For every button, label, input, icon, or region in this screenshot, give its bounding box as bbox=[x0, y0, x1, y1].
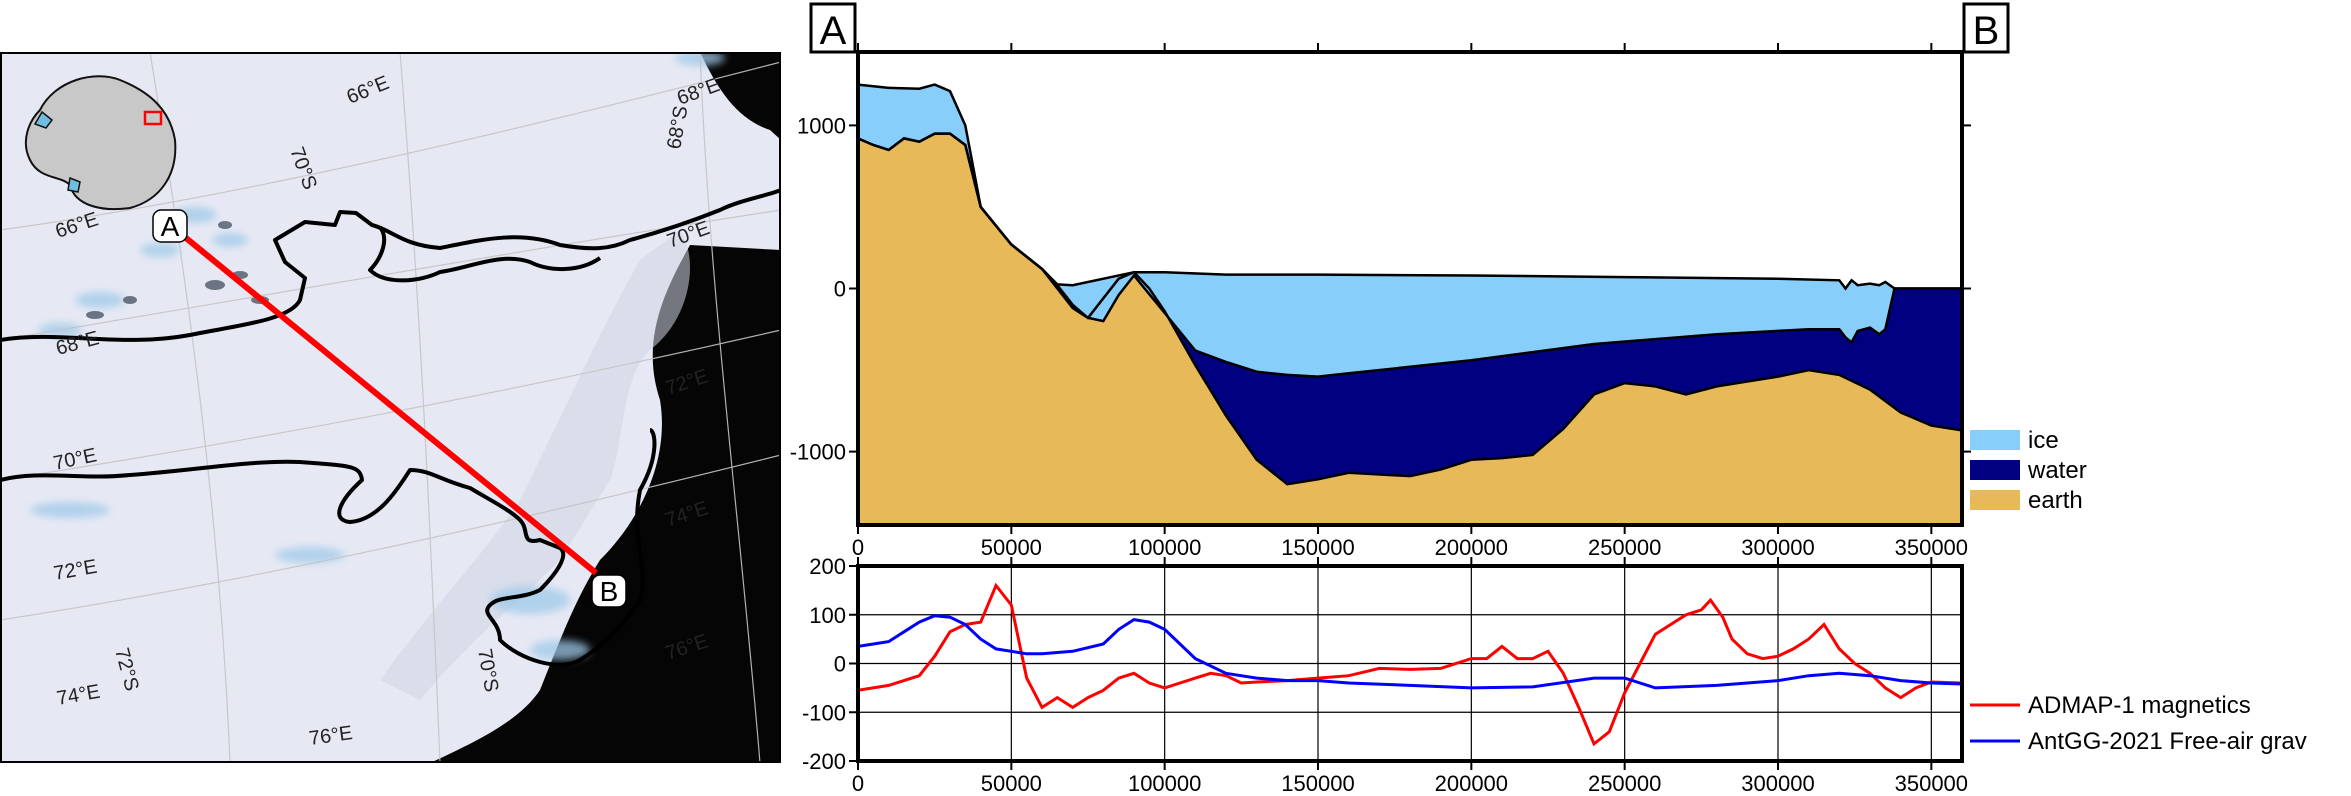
y-tick-label: 200 bbox=[809, 554, 846, 579]
profile-line bbox=[184, 235, 598, 576]
end-label-a: A bbox=[820, 9, 847, 53]
top-axis-ticks bbox=[857, 43, 1933, 52]
x-tick-label: 200000 bbox=[1435, 771, 1508, 796]
x-tick-label: 250000 bbox=[1588, 771, 1661, 796]
profile-x-axis: 0 50000 100000 150000 200000 250000 300000 3500… bbox=[852, 525, 1968, 560]
inset-ice-shelf bbox=[33, 110, 81, 193]
x-tick-label: 0 bbox=[852, 771, 864, 796]
end-label-a-box bbox=[809, 2, 857, 54]
x-tick-label: 50000 bbox=[981, 535, 1042, 560]
point-a-box bbox=[152, 209, 188, 243]
series-line-admap-magnetics bbox=[858, 582, 1962, 747]
shelf-ice-tone bbox=[380, 230, 690, 700]
ice-area bbox=[858, 84, 1962, 377]
location-map: 66°E 70°S 66°E 68°S 68°E 70°E 68°E 72°E … bbox=[0, 52, 781, 763]
ocean bbox=[430, 52, 781, 763]
y-tick-label: 100 bbox=[809, 603, 846, 628]
profile-legend: ice water earth bbox=[1970, 427, 2087, 514]
earth-area bbox=[858, 133, 1962, 525]
x-tick-label: 0 bbox=[852, 535, 864, 560]
point-b-box bbox=[591, 574, 627, 608]
y-tick-label: -1000 bbox=[790, 440, 846, 465]
geophysics-panel: 0 50000 100000 150000 200000 250000 300000 3500… bbox=[802, 554, 2307, 796]
point-b-label: B bbox=[600, 576, 619, 607]
geophysics-x-axis: 0 50000 100000 150000 200000 250000 300000 3500… bbox=[852, 557, 1968, 796]
y-tick-label: 1000 bbox=[797, 113, 846, 138]
series-line-antgg-free-air-grav bbox=[858, 614, 1962, 690]
grounding-line-inlet bbox=[368, 225, 602, 283]
bed-line bbox=[858, 132, 1962, 486]
legend-swatch-ice bbox=[1970, 430, 2020, 450]
x-tick-label: 100000 bbox=[1128, 535, 1201, 560]
x-tick-label: 50000 bbox=[981, 771, 1042, 796]
end-label-b-box bbox=[1962, 2, 2010, 54]
legend-label-water: water bbox=[2027, 457, 2087, 484]
grounding-line bbox=[0, 188, 781, 342]
y-tick-label: -200 bbox=[802, 749, 846, 774]
legend-label-earth: earth bbox=[2028, 487, 2083, 514]
x-tick-label: 200000 bbox=[1435, 535, 1508, 560]
legend-label-1: AntGG-2021 Free-air grav bbox=[2028, 728, 2307, 755]
water-area bbox=[858, 133, 1962, 485]
y-tick-label: 0 bbox=[834, 652, 846, 677]
x-tick-label: 350000 bbox=[1895, 771, 1968, 796]
map-frame bbox=[0, 52, 781, 763]
x-tick-label: 100000 bbox=[1128, 771, 1201, 796]
cross-section-panel: A B 0 50000 100000 150000 200000 250000 300000… bbox=[790, 2, 2087, 560]
profile-y-axis: 1000 0 -1000 bbox=[790, 113, 1971, 465]
legend-swatch-earth bbox=[1970, 490, 2020, 510]
inset-location-box bbox=[143, 110, 163, 126]
legend-label-0: ADMAP-1 magnetics bbox=[2028, 692, 2251, 719]
legend-swatch-water bbox=[1970, 460, 2020, 480]
y-tick-label: -100 bbox=[802, 700, 846, 725]
legend-label-ice: ice bbox=[2028, 427, 2059, 454]
y-tick-label: 0 bbox=[834, 277, 846, 302]
x-tick-label: 350000 bbox=[1895, 535, 1968, 560]
inset-continent bbox=[24, 75, 177, 211]
geophysics-legend: ADMAP-1 magnetics AntGG-2021 Free-air gra… bbox=[1970, 692, 2307, 755]
x-tick-label: 300000 bbox=[1741, 771, 1814, 796]
end-label-b: B bbox=[1973, 9, 2000, 53]
surface-line bbox=[858, 83, 1962, 291]
grounding-line bbox=[0, 428, 657, 667]
x-tick-label: 300000 bbox=[1741, 535, 1814, 560]
x-tick-label: 250000 bbox=[1588, 535, 1661, 560]
point-a-label: A bbox=[161, 211, 180, 242]
geophysics-y-axis: 200 100 0 -100 -200 bbox=[802, 554, 858, 774]
x-tick-label: 150000 bbox=[1281, 535, 1354, 560]
x-tick-label: 150000 bbox=[1281, 771, 1354, 796]
